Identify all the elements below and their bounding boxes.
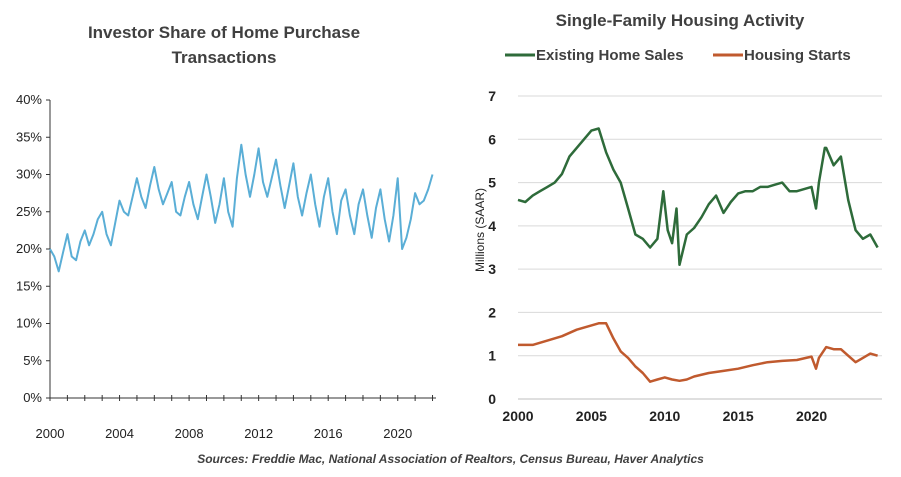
left-x-tick-label: 2000 [36,426,65,441]
right-series-line-existing-home-sales [517,127,879,267]
right-x-tick-label: 2000 [502,408,533,424]
left-chart-title-line2: Transactions [172,48,277,67]
left-y-tick-label: 20% [16,241,42,256]
legend: Existing Home Sales Housing Starts [505,47,851,64]
right-y-tick-label: 4 [488,218,496,234]
right-y-tick-label: 3 [488,261,496,277]
right-y-axis-label: Millions (SAAR) [473,188,487,272]
right-series-line-housing-starts [518,322,878,383]
right-y-tick-label: 7 [488,88,496,104]
source-note: Sources: Freddie Mac, National Associati… [197,452,704,466]
right-y-tick-label: 2 [488,304,496,320]
left-y-tick-label: 40% [16,92,42,107]
left-y-tick-label: 30% [16,167,42,182]
investor-share-chart: Investor Share of Home Purchase Transact… [16,23,436,441]
right-x-tick-label: 2010 [649,408,680,424]
right-x-tick-label: 2005 [576,408,607,424]
left-y-tick-label: 10% [16,316,42,331]
right-y-tick-label: 1 [488,348,496,364]
left-x-tick-label: 2008 [175,426,204,441]
right-x-tick-label: 2020 [796,408,827,424]
left-series-line-0 [49,143,434,273]
right-chart-title: Single-Family Housing Activity [556,11,805,30]
left-y-tick-label: 35% [16,129,42,144]
left-y-tick-label: 5% [23,353,42,368]
legend-label-housing-starts: Housing Starts [744,47,851,64]
right-y-tick-label: 0 [488,391,496,407]
left-y-tick-label: 25% [16,204,42,219]
left-x-tick-label: 2016 [314,426,343,441]
left-chart-title-line1: Investor Share of Home Purchase [88,23,360,42]
left-y-tick-label: 15% [16,278,42,293]
legend-label-existing-home-sales: Existing Home Sales [536,47,684,64]
right-x-tick-label: 2015 [723,408,754,424]
housing-activity-chart: Single-Family Housing Activity Existing … [473,11,882,424]
right-y-tick-label: 6 [488,131,496,147]
left-x-tick-label: 2020 [383,426,412,441]
left-y-tick-label: 0% [23,390,42,405]
left-x-tick-label: 2012 [244,426,273,441]
right-y-tick-label: 5 [488,175,496,191]
left-x-tick-label: 2004 [105,426,134,441]
